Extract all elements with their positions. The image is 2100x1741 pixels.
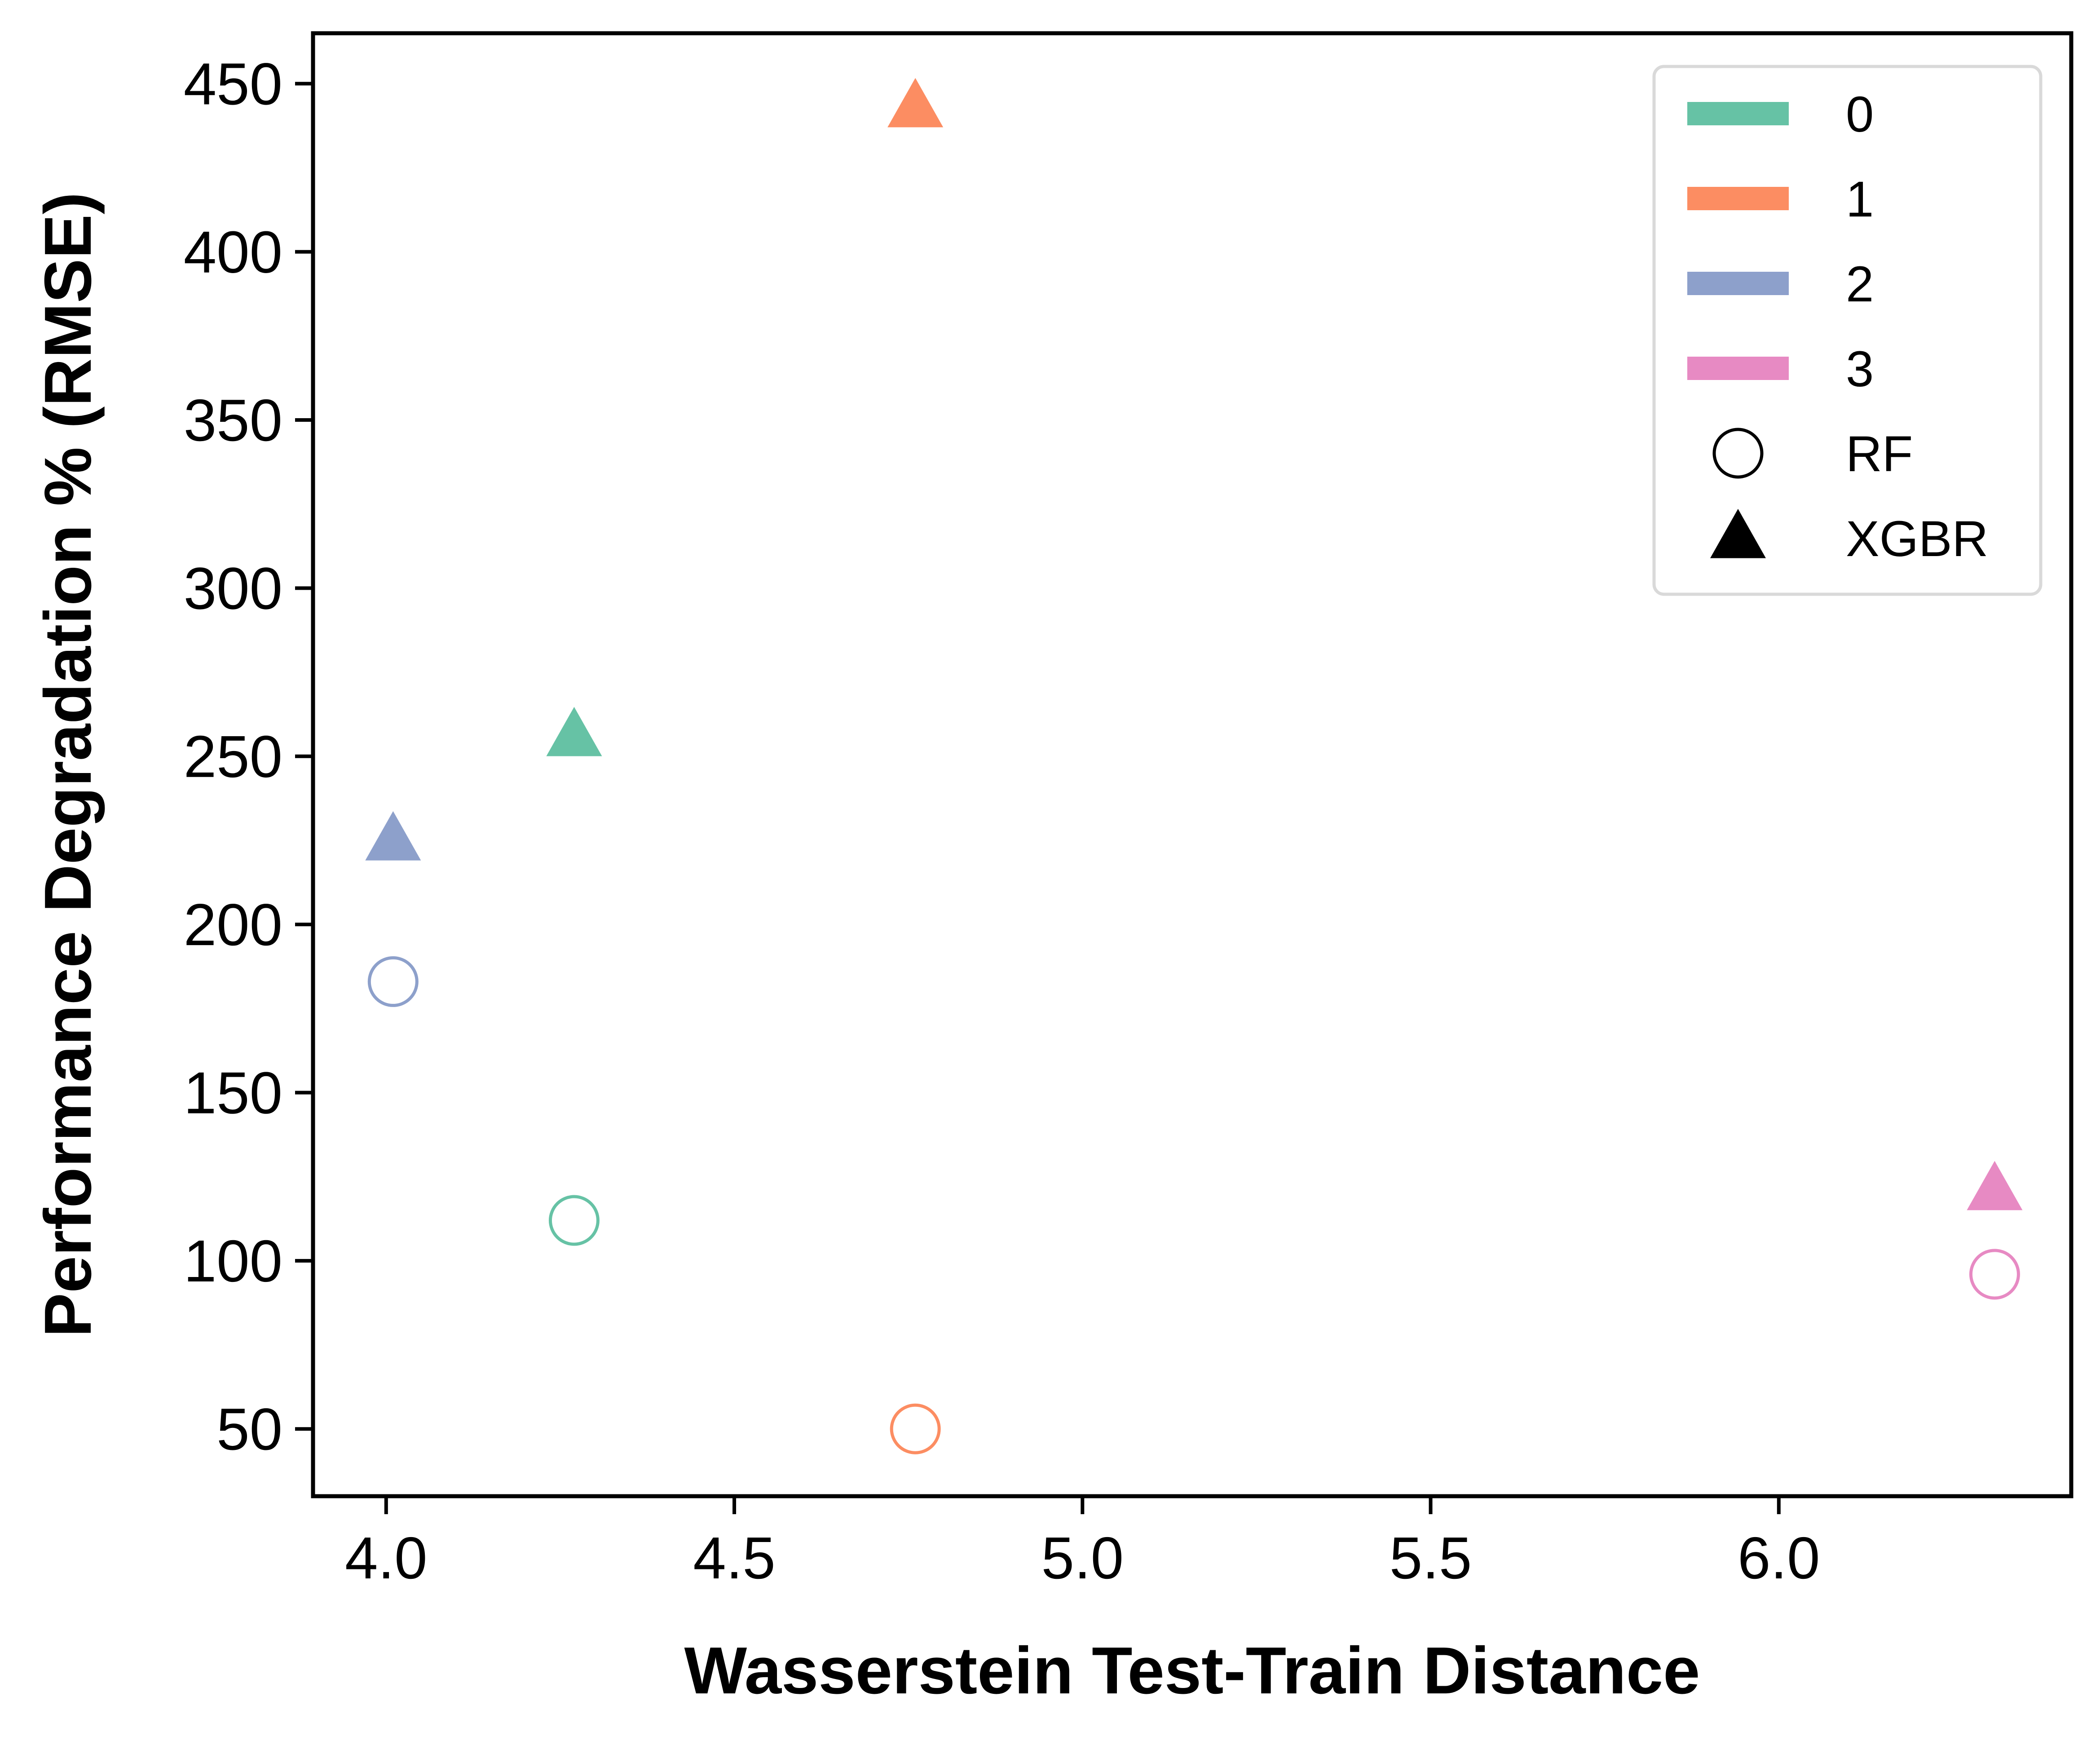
y-axis-ticks: 50 100 150 200 250 300 350 400 450 xyxy=(184,51,313,1462)
rf-point-group-1 xyxy=(890,1403,941,1454)
legend: 0 1 2 3 RF XGBR xyxy=(1652,65,2043,596)
xgbr-point-group-3 xyxy=(1967,1161,2023,1211)
legend-swatch-0 xyxy=(1687,102,1789,125)
rf-point-group-0 xyxy=(548,1195,600,1246)
x-axis-title: Wasserstein Test-Train Distance xyxy=(684,1634,1700,1708)
y-tick-label: 300 xyxy=(184,555,282,621)
plot-frame xyxy=(311,31,2074,1498)
data-points xyxy=(365,78,2023,1454)
y-axis-title: Performance Degradation % (RMSE) xyxy=(31,192,105,1337)
y-tick-label: 400 xyxy=(184,219,282,285)
xgbr-point-group-1 xyxy=(887,78,944,128)
legend-label-1: 1 xyxy=(1846,171,1874,227)
y-tick-label: 250 xyxy=(184,724,282,790)
y-tick-label: 100 xyxy=(184,1228,282,1294)
x-tick-label: 5.5 xyxy=(1390,1525,1472,1591)
x-tick-label: 4.0 xyxy=(345,1525,428,1591)
legend-swatch-3 xyxy=(1687,357,1789,380)
xgbr-point-group-0 xyxy=(546,707,602,756)
y-tick-label: 50 xyxy=(216,1396,282,1462)
x-tick-label: 4.5 xyxy=(693,1525,776,1591)
y-tick-label: 350 xyxy=(184,387,282,453)
x-tick-label: 5.0 xyxy=(1041,1525,1124,1591)
legend-triangle-icon xyxy=(1710,508,1766,558)
legend-label-xgbr: XGBR xyxy=(1846,511,1988,567)
legend-swatch-1 xyxy=(1687,187,1789,210)
rf-point-group-2 xyxy=(367,956,419,1007)
x-axis-ticks: 4.0 4.5 5.0 5.5 6.0 xyxy=(345,1496,1820,1591)
x-tick-label: 6.0 xyxy=(1738,1525,1820,1591)
legend-label-0: 0 xyxy=(1846,86,1874,142)
xgbr-point-group-2 xyxy=(365,811,421,861)
y-tick-label: 200 xyxy=(184,892,282,958)
rf-point-group-3 xyxy=(1969,1249,2020,1300)
legend-label-2: 2 xyxy=(1846,256,1874,312)
legend-swatch-2 xyxy=(1687,272,1789,295)
legend-circle-icon xyxy=(1712,428,1764,479)
y-tick-label: 150 xyxy=(184,1060,282,1126)
y-tick-label: 450 xyxy=(184,51,282,117)
legend-label-rf: RF xyxy=(1846,426,1913,482)
legend-label-3: 3 xyxy=(1846,341,1874,397)
